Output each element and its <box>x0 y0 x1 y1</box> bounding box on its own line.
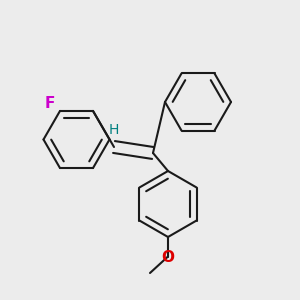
Text: O: O <box>161 250 175 266</box>
Text: H: H <box>109 124 119 137</box>
Text: F: F <box>44 96 55 111</box>
